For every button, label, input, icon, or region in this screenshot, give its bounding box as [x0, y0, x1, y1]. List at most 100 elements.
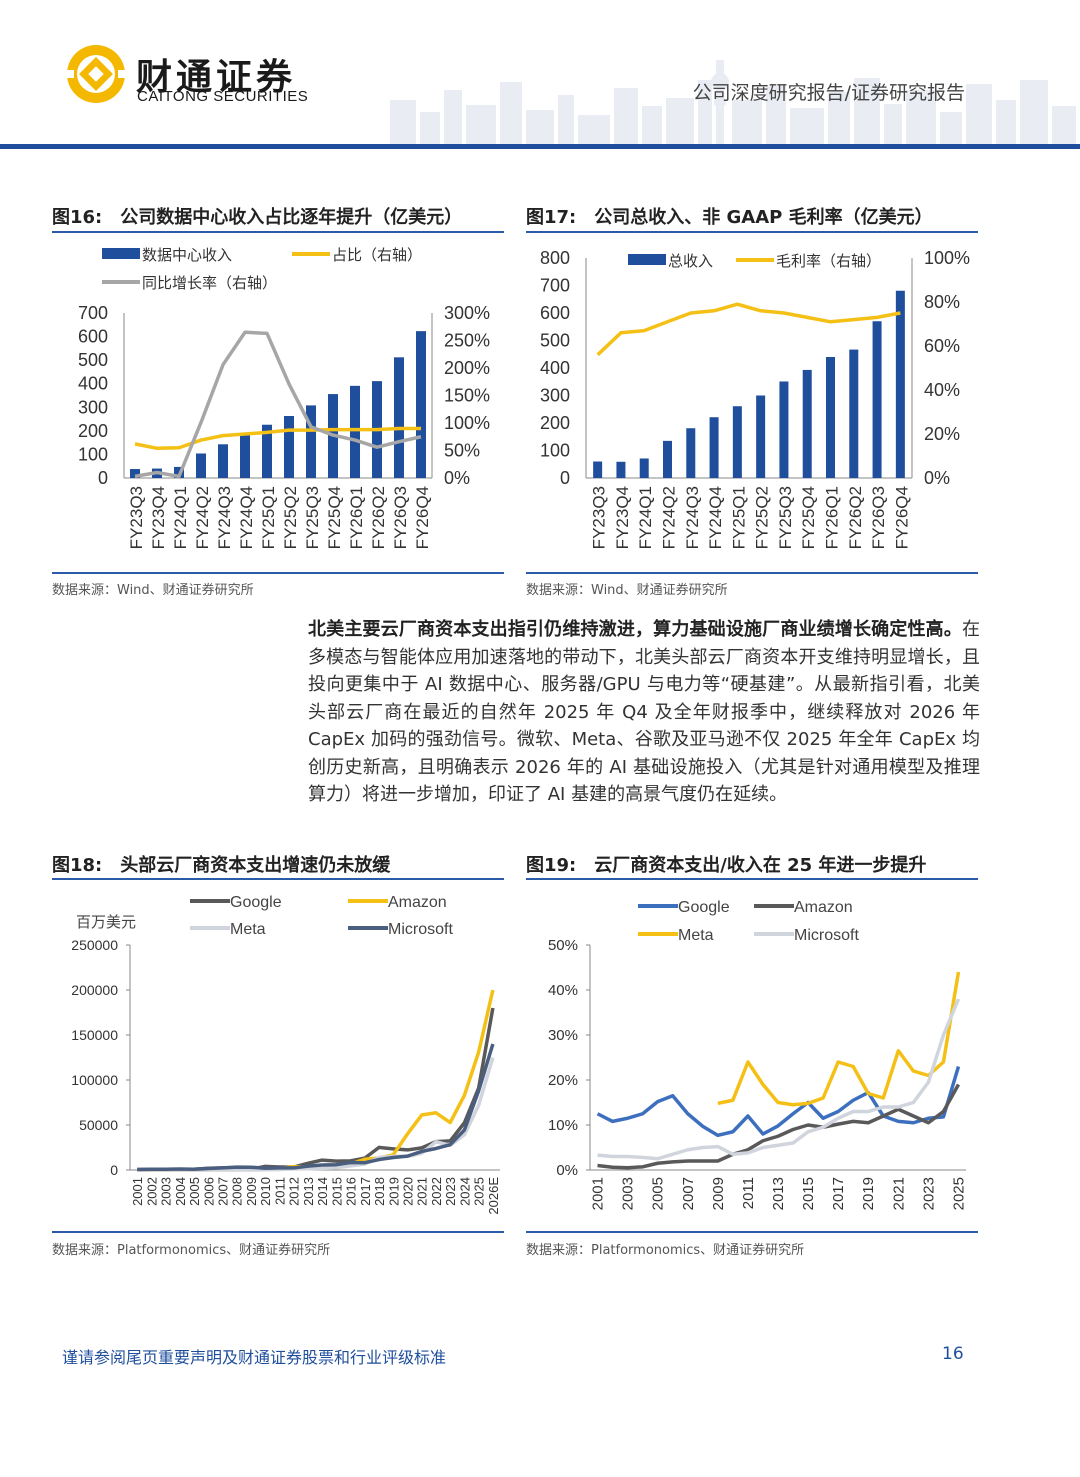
figure-18-caption: 头部云厂商资本支出增速仍未放缓 — [120, 855, 391, 876]
x-tick-label: 2026E — [486, 1177, 501, 1215]
header-divider — [0, 144, 1080, 149]
bar-FY24Q2 — [196, 453, 206, 478]
legend-swatch-bar — [628, 254, 666, 265]
y-tick-label: 10% — [548, 1117, 578, 1134]
line-meta — [717, 971, 961, 1107]
legend-label: 总收入 — [668, 253, 713, 270]
figure-18-number: 图18: — [52, 855, 103, 876]
y-right-tick-label: 100% — [924, 248, 970, 268]
line-series-1 — [596, 302, 901, 357]
bar-FY26Q4 — [416, 331, 426, 478]
y-left-tick-label: 100 — [78, 444, 108, 464]
y-left-tick-label: 0 — [560, 468, 570, 488]
x-tick-label: 2019 — [860, 1177, 877, 1210]
bar-FY24Q2 — [663, 440, 672, 478]
x-tick-label: 2025 — [950, 1177, 967, 1210]
x-tick-label: 2010 — [258, 1177, 273, 1206]
figure-18-title: 图18: 头部云厂商资本支出增速仍未放缓 — [52, 851, 390, 877]
line-series-2 — [134, 330, 422, 479]
legend-label: Amazon — [794, 899, 853, 916]
x-tick-label: 2002 — [144, 1177, 159, 1206]
figure-16-caption: 公司数据中心收入占比逐年提升（亿美元） — [120, 207, 463, 228]
paragraph-body: 在多模态与智能体应用加速落地的带动下，北美头部云厂商资本开支维持明显增长，且投向… — [308, 619, 980, 805]
x-tick-label: 2021 — [890, 1177, 907, 1210]
y-tick-label: 50% — [548, 937, 578, 954]
x-tick-label: FY24Q2 — [193, 486, 212, 549]
y-right-tick-label: 60% — [924, 336, 960, 356]
figure-19-caption: 云厂商资本支出/收入在 25 年进一步提升 — [594, 855, 927, 876]
bar-FY24Q3 — [686, 428, 696, 478]
legend-label: Google — [230, 894, 282, 911]
x-tick-label: FY25Q1 — [259, 486, 278, 549]
x-tick-label: FY23Q4 — [613, 486, 632, 549]
brand-name-en: CAITONG SECURITIES — [137, 88, 309, 105]
bar-FY26Q3 — [394, 357, 404, 478]
figure-16-chart: 700 600 500 400 300 200 100 0 300% 250% 200% 150% 10… — [78, 247, 490, 549]
x-tick-label: 2015 — [329, 1177, 344, 1206]
bar-FY24Q3 — [218, 444, 228, 478]
x-tick-label: FY24Q4 — [237, 486, 256, 549]
x-tick-label: FY26Q4 — [892, 486, 911, 549]
y-left-tick-label: 600 — [78, 327, 108, 347]
x-tick-label: 2003 — [620, 1177, 637, 1210]
bar-FY25Q3 — [306, 405, 316, 478]
x-tick-label: FY26Q1 — [823, 486, 842, 549]
caitong-logo — [62, 45, 130, 103]
y-left-tick-label: 400 — [540, 358, 570, 378]
bar-FY25Q4 — [802, 369, 812, 478]
x-tick-label: 2022 — [429, 1177, 444, 1206]
figure-19-number: 图19: — [526, 855, 577, 876]
bar-FY24Q4 — [709, 417, 719, 478]
x-tick-label: FY24Q3 — [215, 486, 234, 549]
legend-label: Google — [678, 899, 730, 916]
y-right-tick-label: 150% — [444, 386, 490, 406]
header-skyline-graphic — [390, 60, 1076, 146]
x-tick-label: 2011 — [740, 1177, 757, 1209]
line-microsoft — [597, 998, 961, 1161]
x-tick-label: 2025 — [472, 1177, 487, 1206]
figure-17-title: 图17: 公司总收入、非 GAAP 毛利率（亿美元） — [526, 203, 933, 229]
bar-FY25Q2 — [284, 416, 294, 478]
x-tick-label: 2023 — [443, 1177, 458, 1206]
x-tick-label: FY26Q3 — [391, 486, 410, 549]
x-tick-label: FY26Q2 — [369, 486, 388, 549]
y-left-tick-label: 700 — [540, 276, 570, 296]
brand-name-cn: 财通证券 — [136, 57, 297, 98]
figure-16-bottom-rule — [52, 572, 504, 574]
figure-16-title: 图16: 公司数据中心收入占比逐年提升（亿美元） — [52, 203, 462, 229]
y-tick-label: 0 — [110, 1162, 118, 1178]
legend-label: 同比增长率（右轴） — [142, 275, 277, 292]
x-tick-label: 2006 — [201, 1177, 216, 1206]
bar-FY26Q1 — [350, 385, 360, 478]
x-tick-label: 2003 — [159, 1177, 174, 1206]
x-tick-label: 2018 — [372, 1177, 387, 1206]
figure-17-bottom-rule — [526, 572, 978, 574]
bar-FY24Q4 — [240, 434, 250, 478]
bar-FY25Q3 — [779, 381, 789, 478]
x-tick-label: FY24Q2 — [660, 486, 679, 549]
x-tick-label: 2011 — [272, 1177, 287, 1205]
y-tick-label: 50000 — [79, 1117, 118, 1133]
x-tick-label: FY25Q3 — [303, 486, 322, 549]
x-tick-label: FY25Q4 — [325, 486, 344, 549]
legend-label: 毛利率（右轴） — [776, 253, 881, 270]
x-tick-label: 2012 — [287, 1177, 302, 1206]
y-left-tick-label: 400 — [78, 374, 108, 394]
x-tick-label: FY24Q1 — [171, 486, 190, 549]
footer-disclaimer: 谨请参阅尾页重要声明及财通证券股票和行业评级标准 — [62, 1348, 447, 1367]
legend-label: Microsoft — [794, 927, 859, 944]
x-tick-label: FY25Q3 — [776, 486, 795, 549]
x-tick-label: FY23Q3 — [127, 486, 146, 549]
x-tick-label: 2015 — [800, 1177, 817, 1210]
figure-19-title: 图19: 云厂商资本支出/收入在 25 年进一步提升 — [526, 851, 926, 877]
figure-17-caption: 公司总收入、非 GAAP 毛利率（亿美元） — [594, 207, 933, 228]
x-tick-label: 2005 — [187, 1177, 202, 1206]
figure-16-source: 数据来源：Wind、财通证券研究所 — [52, 583, 254, 598]
bar-FY25Q1 — [262, 424, 272, 478]
y-tick-label: 30% — [548, 1027, 578, 1044]
bar-FY23Q4 — [616, 461, 626, 478]
y-left-tick-label: 0 — [98, 468, 108, 488]
y-right-tick-label: 200% — [444, 358, 490, 378]
bar-FY26Q4 — [895, 290, 905, 478]
